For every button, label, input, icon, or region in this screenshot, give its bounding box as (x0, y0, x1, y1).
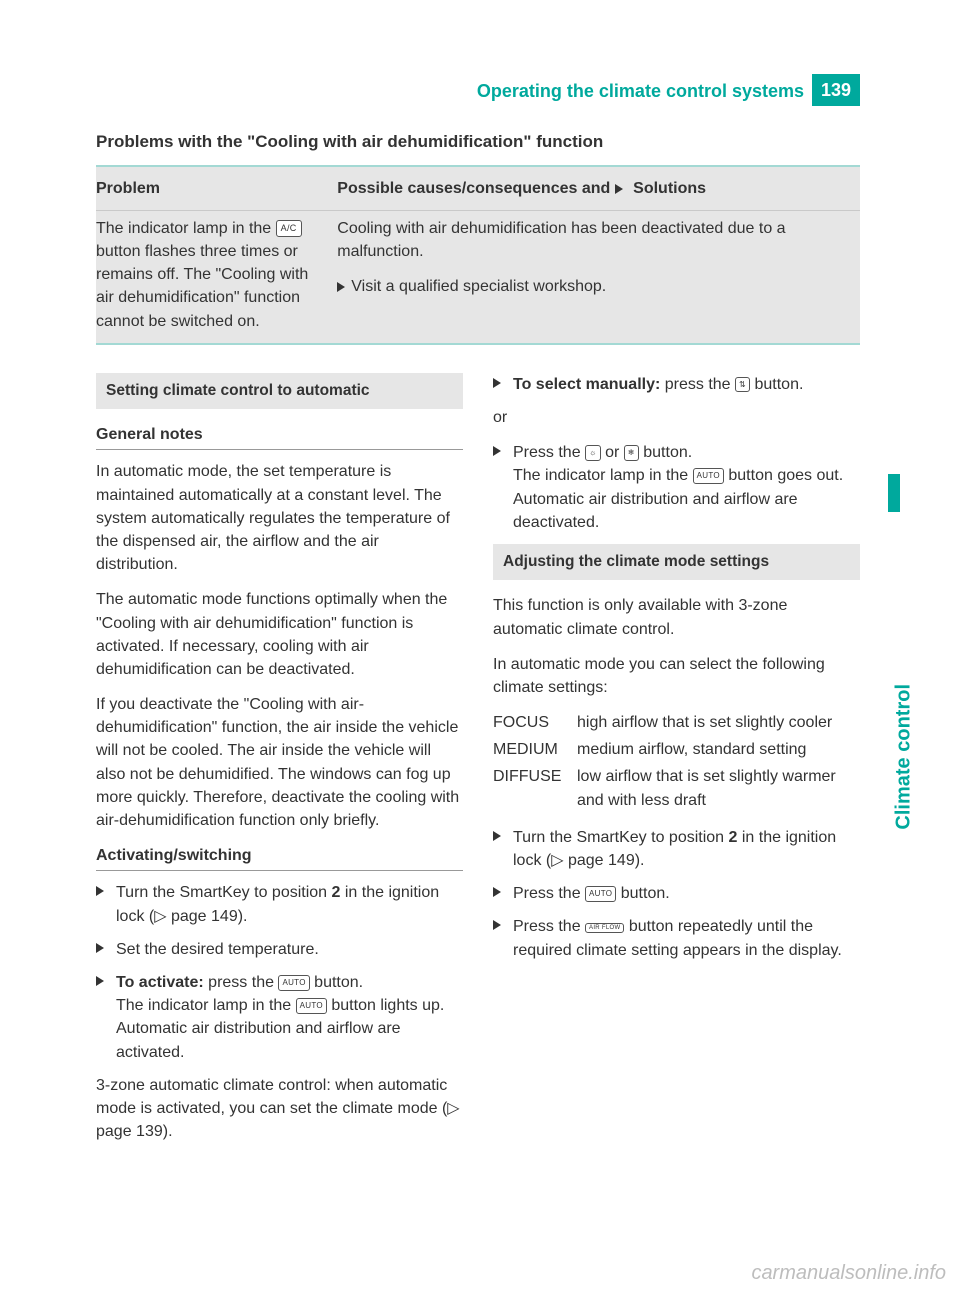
problem-text-1: The indicator lamp in the (96, 220, 276, 237)
content-columns: Setting climate control to automatic Gen… (96, 373, 860, 1156)
step-text: The indicator lamp in the (513, 467, 693, 484)
step-text: Turn the SmartKey to position (116, 884, 332, 901)
solution-cell: Cooling with air dehumidification has be… (337, 217, 850, 333)
ac-button-icon: A/C (276, 220, 302, 237)
step-text: The indicator lamp in the (116, 997, 296, 1014)
list-item: Set the desired temperature. (96, 938, 463, 961)
step-list: Turn the SmartKey to position 2 in the i… (493, 826, 860, 962)
side-tab-label: Climate control (890, 684, 919, 830)
para: In automatic mode, the set temperature i… (96, 460, 463, 576)
solution-step-text: Visit a qualified specialist workshop. (351, 278, 606, 295)
para: In automatic mode you can select the fol… (493, 653, 860, 699)
solution-para: Cooling with air dehumidification has be… (337, 217, 850, 263)
side-tab: Climate control (860, 474, 900, 684)
step-text: Turn the SmartKey to position (513, 829, 729, 846)
auto-button-icon: AUTO (693, 468, 724, 484)
mode-row: FOCUS high airflow that is set slightly … (493, 711, 860, 734)
manual-page: Operating the climate control systems 13… (96, 74, 860, 1155)
left-column: Setting climate control to automatic Gen… (96, 373, 463, 1156)
mode-table: FOCUS high airflow that is set slightly … (493, 711, 860, 812)
header-title: Operating the climate control systems (477, 78, 804, 104)
list-item: Turn the SmartKey to position 2 in the i… (96, 881, 463, 927)
list-item: Press the AUTO button. (493, 882, 860, 905)
subheading-activating: Activating/switching (96, 844, 463, 871)
mode-row: MEDIUM medium airflow, standard setting (493, 738, 860, 761)
or-text: or (493, 406, 860, 429)
para: 3-zone automatic climate control: when a… (96, 1074, 463, 1144)
step-text: Press the (513, 918, 585, 935)
col-header-solution: Possible causes/consequences and Solutio… (337, 177, 850, 200)
step-text: or (601, 444, 624, 461)
table-header-row: Problem Possible causes/consequences and… (96, 167, 860, 211)
mode-desc: medium airflow, standard setting (577, 738, 860, 761)
fan-button-icon: ☼ (585, 445, 601, 461)
col-solution-suffix: Solutions (629, 180, 706, 197)
step-text: button. (750, 376, 803, 393)
col-header-problem: Problem (96, 177, 337, 200)
page-number: 139 (812, 74, 860, 106)
triangle-icon (493, 446, 501, 456)
step-list: To select manually: press the ⇅ button. (493, 373, 860, 396)
heading-climate-mode: Adjusting the climate mode settings (493, 544, 860, 580)
step-text: press the (660, 376, 735, 393)
list-item: To select manually: press the ⇅ button. (493, 373, 860, 396)
watermark: carmanualsonline.info (751, 1259, 946, 1288)
list-item: To activate: press the AUTO button. The … (96, 971, 463, 1064)
col-solution-prefix: Possible causes/consequences and (337, 180, 614, 197)
triangle-icon (493, 920, 501, 930)
triangle-icon (493, 831, 501, 841)
mode-label: MEDIUM (493, 738, 577, 761)
step-text: Set the desired temperature. (116, 941, 319, 958)
triangle-icon (615, 184, 623, 194)
step-text: Press the (513, 885, 585, 902)
para: The automatic mode functions optimally w… (96, 588, 463, 681)
airflow-button-icon: AIR FLOW (585, 923, 624, 933)
triangle-icon (337, 282, 345, 292)
mode-desc: low airflow that is set slightly warmer … (577, 765, 860, 811)
problem-cell: The indicator lamp in the A/C button fla… (96, 217, 337, 333)
auto-button-icon: AUTO (278, 975, 309, 991)
mode-label: DIFFUSE (493, 765, 577, 811)
list-item: Press the AIR FLOW button repeatedly unt… (493, 915, 860, 961)
table-row: The indicator lamp in the A/C button fla… (96, 211, 860, 343)
solution-step: Visit a qualified specialist workshop. (337, 275, 850, 298)
triangle-icon (96, 976, 104, 986)
step-list: Turn the SmartKey to position 2 in the i… (96, 881, 463, 1063)
problem-table: Problem Possible causes/consequences and… (96, 165, 860, 345)
para: This function is only available with 3-z… (493, 594, 860, 640)
triangle-icon (96, 886, 104, 896)
triangle-icon (96, 943, 104, 953)
problem-text-2: button flashes three times or remains of… (96, 243, 308, 330)
step-text: button. (616, 885, 669, 902)
heading-auto: Setting climate control to automatic (96, 373, 463, 409)
step-text: button. (310, 974, 363, 991)
auto-button-icon: AUTO (585, 886, 616, 902)
defrost-button-icon: ❄ (624, 445, 639, 461)
step-text: press the (204, 974, 279, 991)
page-header: Operating the climate control systems 13… (96, 74, 860, 106)
para: If you deactivate the "Cooling with air-… (96, 693, 463, 832)
step-list: Press the ☼ or ❄ button. The indicator l… (493, 441, 860, 534)
step-text: Press the (513, 444, 585, 461)
list-item: Press the ☼ or ❄ button. The indicator l… (493, 441, 860, 534)
mode-desc: high airflow that is set slightly cooler (577, 711, 860, 734)
triangle-icon (493, 887, 501, 897)
mode-label: FOCUS (493, 711, 577, 734)
side-tab-marker (888, 474, 900, 512)
triangle-icon (493, 378, 501, 388)
auto-button-icon: AUTO (296, 998, 327, 1014)
mode-row: DIFFUSE low airflow that is set slightly… (493, 765, 860, 811)
right-column: To select manually: press the ⇅ button. … (493, 373, 860, 1156)
airflow-button-icon: ⇅ (735, 377, 750, 393)
step-label: To activate: (116, 974, 204, 991)
subheading-general: General notes (96, 423, 463, 450)
step-text: button. (639, 444, 692, 461)
problems-title: Problems with the "Cooling with air dehu… (96, 130, 860, 155)
step-label: To select manually: (513, 376, 660, 393)
list-item: Turn the SmartKey to position 2 in the i… (493, 826, 860, 872)
